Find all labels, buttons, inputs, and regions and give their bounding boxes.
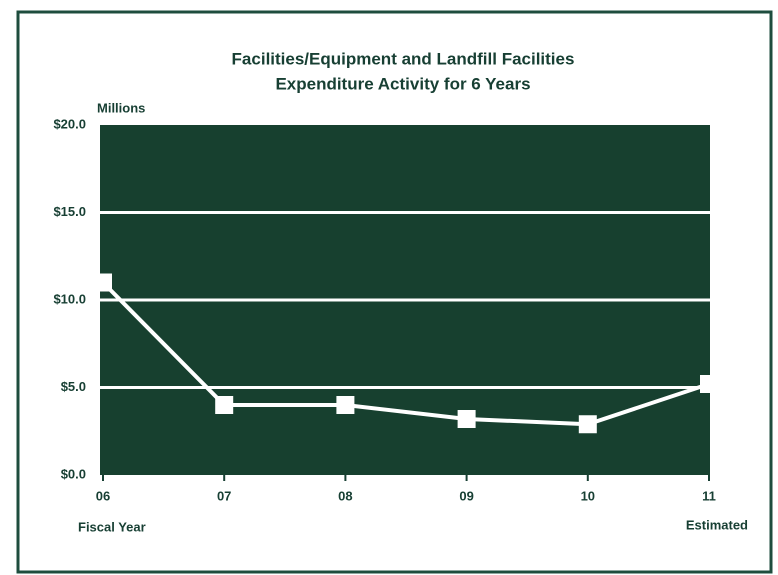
x-tick-label: 07 (217, 488, 231, 503)
marker (215, 396, 234, 414)
y-tick-label: $15.0 (53, 204, 86, 219)
marker (457, 410, 476, 428)
x-tick-label: 11 (702, 488, 716, 503)
y-tick-label: $20.0 (53, 116, 86, 131)
y-axis-label: Millions (97, 100, 145, 115)
marker (94, 273, 112, 292)
x-tick-label: 10 (581, 488, 595, 503)
y-tick-label: $0.0 (61, 466, 86, 481)
annotation: Estimated (686, 517, 748, 532)
y-tick-label: $10.0 (53, 291, 86, 306)
chart-title: Expenditure Activity for 6 Years (275, 74, 530, 93)
x-axis-label: Fiscal Year (78, 519, 146, 534)
marker (336, 396, 355, 414)
chart-title: Facilities/Equipment and Landfill Facili… (232, 49, 575, 68)
x-tick-label: 09 (459, 488, 473, 503)
marker (578, 415, 597, 434)
x-tick-label: 08 (338, 488, 352, 503)
x-tick-label: 06 (96, 488, 110, 503)
marker (700, 375, 718, 393)
line (101, 281, 710, 427)
y-tick-label: $5.0 (61, 379, 86, 394)
